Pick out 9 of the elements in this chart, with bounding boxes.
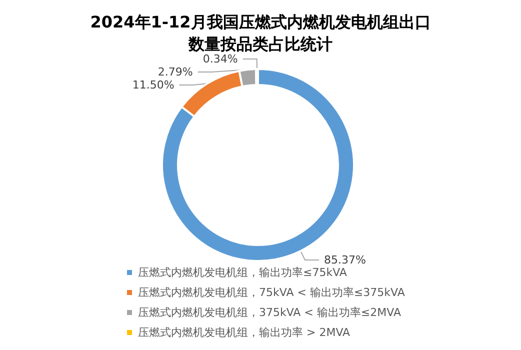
data-label: 11.50% (132, 78, 174, 92)
legend-label: 压燃式内燃机发电机组，输出功率 > 2MVA (138, 326, 351, 339)
legend-label: 压燃式内燃机发电机组，75kVA < 输出功率≤375kVA (138, 286, 406, 299)
chart-title: 2024年1-12月我国压燃式内燃机发电机组出口数量按品类占比统计 (90, 12, 431, 54)
data-label: 2.79% (158, 66, 193, 79)
data-label: 0.34% (202, 52, 238, 66)
data-label: 85.37% (324, 254, 366, 266)
legend-label: 压燃式内燃机发电机组，输出功率≤75kVA (138, 266, 348, 279)
legend-label: 压燃式内燃机发电机组，375kVA < 输出功率≤2MVA (138, 306, 402, 319)
